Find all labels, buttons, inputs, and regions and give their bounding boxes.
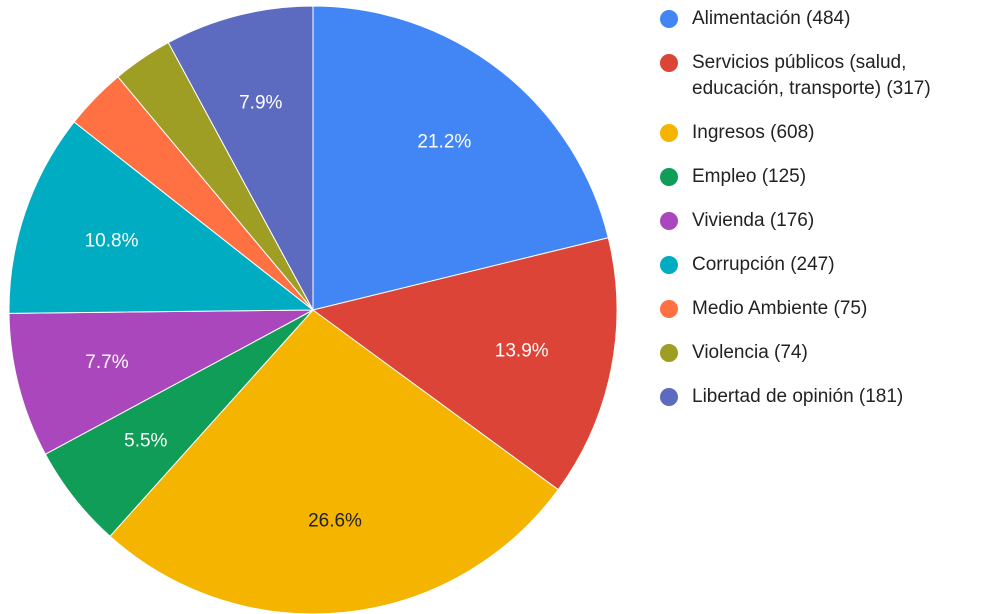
- legend: Alimentación (484) Servicios públicos (sa…: [658, 6, 978, 428]
- legend-swatch: [660, 300, 678, 318]
- legend-item: Violencia (74): [658, 340, 978, 366]
- slice-label: 26.6%: [308, 511, 362, 532]
- legend-item: Medio Ambiente (75): [658, 296, 978, 322]
- legend-item: Corrupción (247): [658, 252, 978, 278]
- slice-label: 5.5%: [124, 431, 167, 452]
- slice-label: 21.2%: [417, 132, 471, 153]
- legend-item: Ingresos (608): [658, 120, 978, 146]
- legend-item: Empleo (125): [658, 164, 978, 190]
- legend-item: Servicios públicos (salud, educación, tr…: [658, 50, 978, 102]
- slice: [8, 309, 314, 455]
- legend-swatch: [660, 124, 678, 142]
- slice: [109, 309, 559, 614]
- legend-label: Vivienda (176): [692, 210, 815, 231]
- slice: [311, 237, 618, 491]
- slice: [312, 5, 609, 311]
- legend-label: Servicios públicos (salud, educación, tr…: [692, 52, 931, 99]
- legend-swatch: [660, 54, 678, 72]
- legend-label: Corrupción (247): [692, 254, 835, 275]
- legend-item: Vivienda (176): [658, 208, 978, 234]
- slice-label: 10.8%: [85, 230, 139, 251]
- legend-swatch: [660, 388, 678, 406]
- legend-label: Violencia (74): [692, 342, 808, 363]
- legend-label: Empleo (125): [692, 166, 807, 187]
- legend-swatch: [660, 168, 678, 186]
- chart: 21.2% 13.9% 26.6% 5.5% 7.7% 10.8% 7.9%: [8, 5, 618, 614]
- slice: [167, 5, 314, 311]
- legend-swatch: [660, 10, 678, 28]
- slice: [8, 121, 315, 314]
- legend-swatch: [660, 256, 678, 274]
- legend-label: Ingresos (608): [692, 122, 815, 143]
- legend-swatch: [660, 344, 678, 362]
- legend-label: Libertad de opinión (181): [692, 386, 904, 407]
- legend-label: Medio Ambiente (75): [692, 298, 868, 319]
- legend-item: Libertad de opinión (181): [658, 384, 978, 410]
- legend-label: Alimentación (484): [692, 8, 851, 29]
- legend-swatch: [660, 212, 678, 230]
- slice-label: 7.9%: [239, 93, 282, 114]
- legend-item: Alimentación (484): [658, 6, 978, 32]
- slice-label: 7.7%: [85, 352, 128, 373]
- slice-label: 13.9%: [495, 340, 549, 361]
